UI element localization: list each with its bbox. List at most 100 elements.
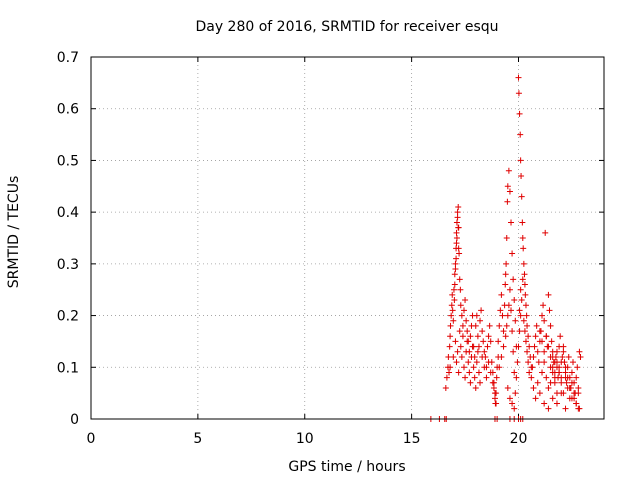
data-point [499,312,506,319]
data-point [485,333,492,340]
data-point [470,364,477,371]
data-point [509,250,516,257]
data-point [545,384,552,391]
data-point [524,322,531,329]
data-point [450,353,457,360]
data-point [486,322,493,329]
data-point [490,384,497,391]
data-point [564,364,571,371]
data-point [474,333,481,340]
data-point [506,395,513,402]
data-point [541,348,548,355]
data-point [491,395,498,402]
data-point [547,353,554,360]
data-point [525,359,532,366]
data-point [504,384,511,391]
data-point [451,271,458,278]
data-point [460,364,467,371]
data-point [521,328,528,335]
data-point [540,302,547,309]
data-point [478,307,485,314]
data-point [545,291,552,298]
data-point [496,364,503,371]
data-point [443,374,450,381]
data-point [450,317,457,324]
data-point [526,369,533,376]
data-point [573,400,580,407]
data-point [549,369,556,376]
y-tick-label: 0 [70,412,79,428]
data-point [520,245,527,252]
data-point [559,353,566,360]
data-point [456,276,463,283]
data-point [530,384,537,391]
data-point [460,307,467,314]
data-point [556,364,563,371]
data-point [508,219,515,226]
data-point [563,379,570,386]
data-point [547,379,554,386]
data-point [479,353,486,360]
data-point [522,291,529,298]
data-point [509,328,516,335]
data-point [448,312,455,319]
data-point [480,338,487,345]
data-point [505,302,512,309]
data-point [483,374,490,381]
data-point [526,343,533,350]
x-tick-label: 20 [510,431,528,447]
data-point [453,240,460,247]
data-point [532,333,539,340]
data-point [502,281,509,288]
data-point [517,157,524,164]
x-tick-label: 15 [403,431,421,447]
data-point [517,286,524,293]
x-axis-label: GPS time / hours [288,459,405,475]
data-point [515,90,522,97]
data-point [536,390,543,397]
data-point [533,322,540,329]
data-point [522,302,529,309]
data-point [512,390,519,397]
grid-lines [91,57,604,419]
data-point [453,255,460,262]
data-point [576,348,583,355]
data-point [522,338,529,345]
x-tick-label: 0 [87,431,96,447]
data-point [539,338,546,345]
data-point [472,384,479,391]
data-point [495,338,502,345]
data-point [493,390,500,397]
data-point [497,307,504,314]
y-tick-label: 0.2 [57,309,79,325]
data-point [484,343,491,350]
data-point [516,110,523,117]
data-point [515,74,522,81]
data-point [492,400,499,407]
data-point [475,369,482,376]
data-point [477,317,484,324]
data-point [530,353,537,360]
data-point [521,281,528,288]
x-tick-label: 10 [296,431,314,447]
data-point [479,328,486,335]
data-point [543,374,550,381]
data-point [520,260,527,267]
data-point [531,343,538,350]
data-point [519,235,526,241]
data-point [504,198,511,205]
data-point [493,374,500,381]
data-point [541,400,548,407]
data-point [475,343,482,350]
data-point [473,359,480,366]
data-point [511,369,518,376]
data-point [449,307,456,314]
data-point [518,297,525,304]
y-tick-label: 0.7 [57,50,79,66]
data-point [517,131,524,138]
data-point [528,374,535,381]
data-point [456,250,463,257]
plot-frame [90,56,605,420]
data-point [573,374,580,381]
